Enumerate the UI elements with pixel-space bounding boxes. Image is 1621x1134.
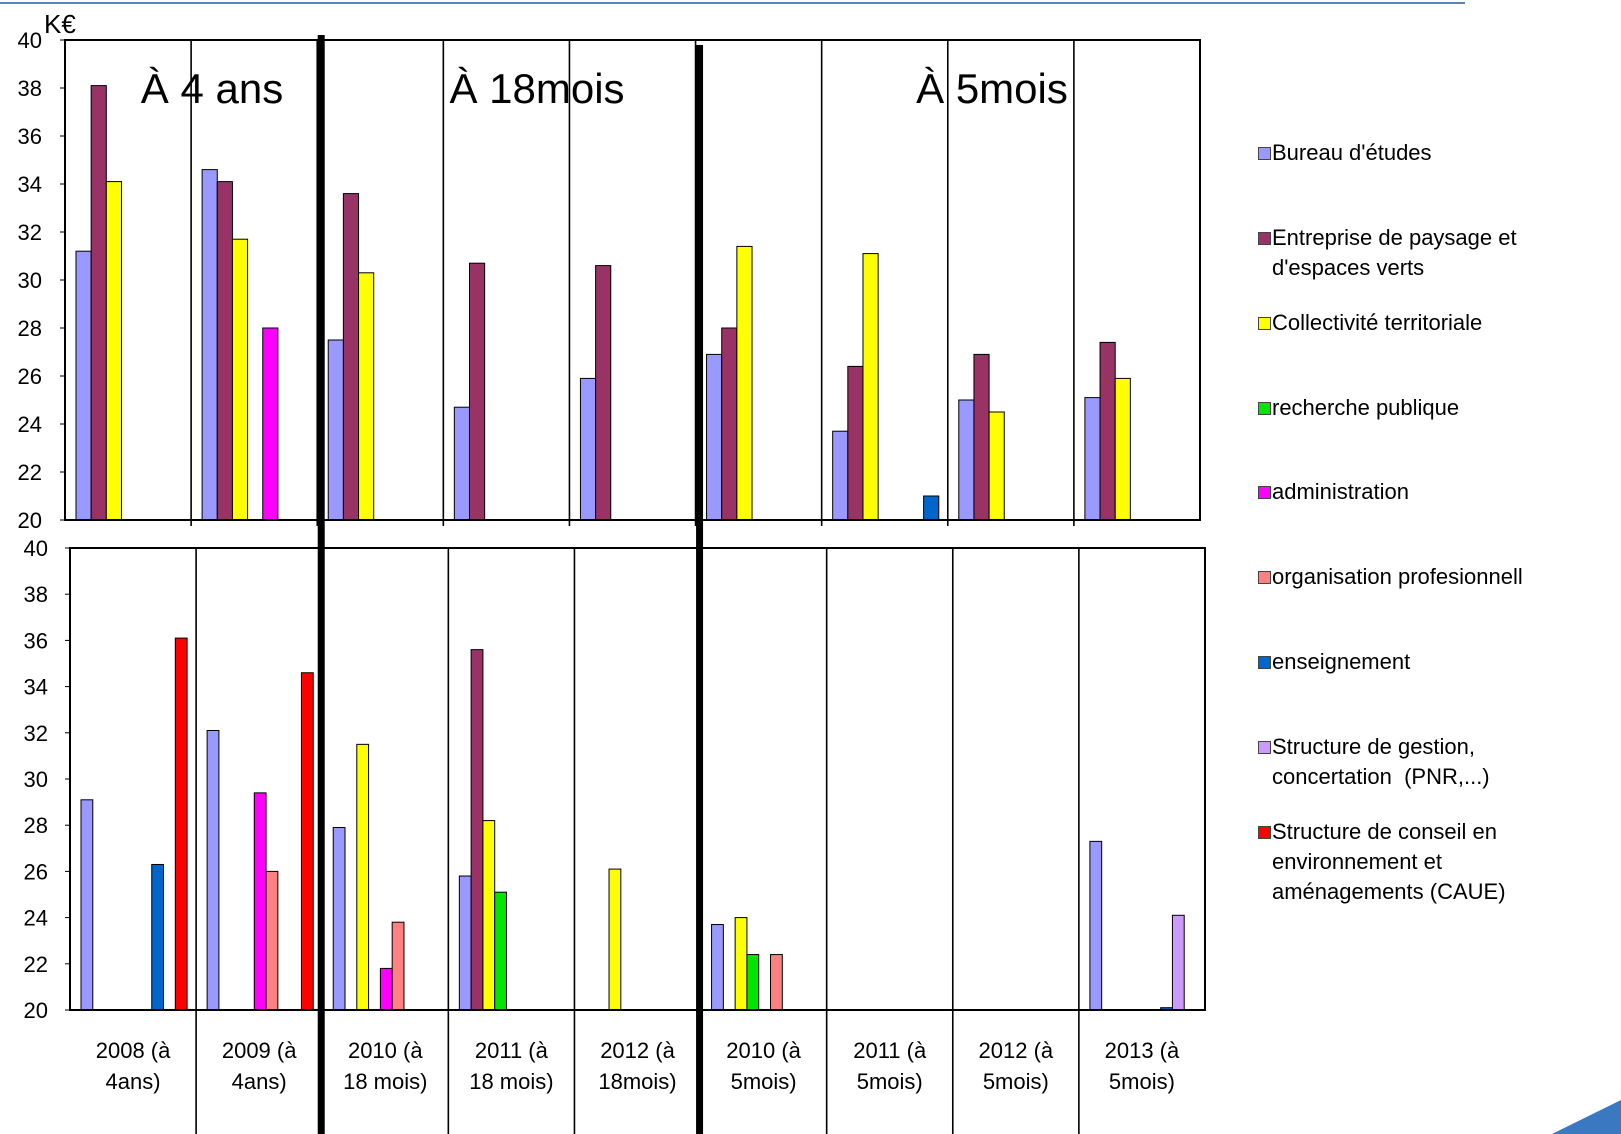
x-tick-label: 2012 (à 5mois)	[979, 1038, 1054, 1094]
y-tick-label: 26	[18, 364, 42, 389]
y-tick-label: 28	[18, 316, 42, 341]
y-tick-label: 28	[24, 813, 48, 838]
bar	[458, 875, 472, 1011]
bar	[470, 649, 484, 1011]
bar	[105, 181, 122, 521]
bar	[494, 891, 507, 1011]
section-label: À 4 ans	[141, 65, 283, 112]
y-tick-label: 40	[24, 536, 48, 561]
y-tick-label: 30	[18, 268, 42, 293]
y-tick-label: 36	[24, 628, 48, 653]
y-tick-label: 22	[24, 952, 48, 977]
bar	[80, 799, 94, 1011]
y-tick-label: 26	[24, 859, 48, 884]
bar	[1084, 397, 1101, 521]
bar	[734, 917, 748, 1011]
bar	[1171, 914, 1185, 1011]
y-tick-label: 24	[24, 906, 48, 931]
bar	[174, 637, 188, 1011]
bar	[579, 377, 597, 521]
bar	[595, 265, 612, 521]
bar	[75, 250, 92, 521]
bar	[358, 272, 375, 521]
y-unit-label: K€	[44, 9, 76, 39]
bar	[1089, 840, 1103, 1011]
bar	[379, 967, 393, 1011]
x-tick-label: 2009 (à 4ans)	[222, 1038, 297, 1094]
y-tick-label: 40	[18, 28, 42, 53]
y-tick-label: 34	[24, 675, 48, 700]
y-tick-label: 38	[18, 76, 42, 101]
x-tick-label: 2012 (à 18mois)	[598, 1038, 676, 1094]
x-tick-label: 2011 (à 18 mois)	[469, 1038, 553, 1094]
bar	[711, 924, 724, 1011]
bar	[706, 353, 723, 521]
y-tick-label: 22	[18, 460, 42, 485]
corner-decoration	[1552, 1100, 1621, 1134]
bar	[216, 181, 233, 521]
bar	[973, 353, 990, 521]
bar	[342, 193, 360, 521]
bar	[453, 406, 470, 521]
bar	[356, 743, 370, 1011]
bar	[201, 169, 218, 521]
bar	[253, 792, 267, 1011]
x-tick-label: 2011 (à 5mois)	[853, 1038, 927, 1094]
y-tick-label: 20	[24, 998, 48, 1023]
bar	[988, 411, 1005, 521]
bar	[265, 870, 279, 1011]
x-tick-label: 2013 (à 5mois)	[1105, 1038, 1180, 1094]
bar	[958, 399, 975, 521]
bar	[832, 430, 849, 521]
top-panel: 20 22 24 26 28 30 32 34 36 38 40 À 4 ans À 18mois À 5…	[18, 28, 1201, 533]
bar	[231, 238, 249, 521]
bar	[923, 495, 940, 521]
bar	[300, 672, 314, 1011]
bottom-panel: 20 22 24 26 28 30 32 34 36 38 40 2008 (à 4ans) 2009 (…	[24, 536, 1206, 1134]
bar	[391, 921, 405, 1011]
bar	[327, 339, 344, 521]
bar	[332, 827, 346, 1011]
y-tick-label: 32	[24, 721, 48, 746]
bar	[206, 729, 220, 1011]
bar	[847, 365, 864, 521]
bar	[482, 820, 496, 1011]
y-tick-label: 20	[18, 508, 42, 533]
x-tick-label: 2010 (à 18 mois)	[343, 1038, 427, 1094]
section-label: À 18mois	[449, 65, 624, 112]
x-tick-label: 2008 (à 4ans)	[96, 1038, 171, 1094]
bar	[1114, 377, 1131, 521]
y-tick-label: 24	[18, 412, 42, 437]
bar	[770, 954, 783, 1011]
bar	[862, 253, 879, 521]
y-tick-label: 36	[18, 124, 42, 149]
section-label: À 5mois	[916, 65, 1068, 112]
bar	[468, 262, 486, 521]
y-tick-label: 34	[18, 172, 42, 197]
bar	[736, 245, 753, 521]
y-tick-label: 32	[18, 220, 42, 245]
bar	[90, 85, 107, 521]
x-tick-label: 2010 (à 5mois)	[726, 1038, 801, 1094]
bar	[608, 868, 622, 1011]
bar	[1099, 341, 1116, 521]
bar	[746, 954, 760, 1011]
bar	[721, 327, 738, 521]
y-tick-label: 30	[24, 767, 48, 792]
plot-frame	[69, 547, 1206, 1011]
y-tick-label: 38	[24, 582, 48, 607]
bar	[151, 863, 165, 1011]
bar	[262, 327, 279, 521]
